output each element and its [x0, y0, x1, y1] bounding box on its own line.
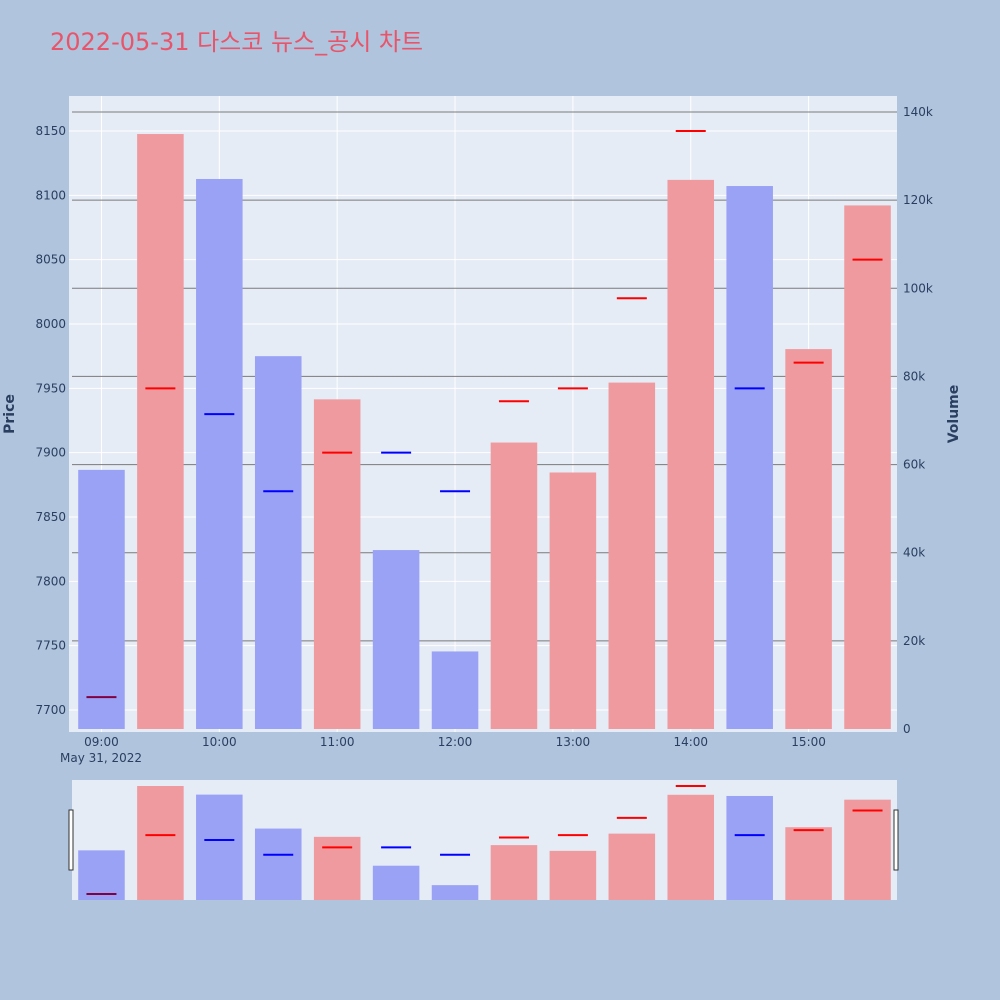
time-tick-label: 10:00	[202, 735, 237, 749]
volume-tick-label: 80k	[903, 369, 925, 383]
price-tick-label: 8150	[35, 124, 66, 138]
slider-volume-bar	[667, 794, 715, 900]
volume-bar	[372, 550, 420, 729]
volume-bar	[78, 469, 125, 729]
volume-bar	[431, 651, 479, 729]
slider-volume-bar	[490, 845, 538, 900]
volume-tick-label: 100k	[903, 281, 933, 295]
slider-volume-bar	[608, 833, 656, 900]
slider-volume-bar	[254, 828, 302, 900]
slider-volume-bar	[785, 827, 832, 900]
volume-tick-label: 140k	[903, 105, 933, 119]
time-tick-label: 12:00	[438, 735, 473, 749]
price-tick-label: 8000	[35, 317, 66, 331]
volume-tick-label: 120k	[903, 193, 933, 207]
range-slider-bars	[78, 786, 891, 900]
volume-bar	[726, 186, 773, 730]
price-tick-label: 8100	[35, 188, 66, 202]
price-tick-label: 7800	[35, 574, 66, 588]
volume-bar	[549, 472, 597, 729]
range-slider-background[interactable]	[72, 780, 897, 900]
price-tick-label: 7850	[35, 510, 66, 524]
volume-axis-title: Volume	[946, 385, 962, 444]
time-tick-label: 11:00	[320, 735, 355, 749]
price-axis-title: Price	[2, 394, 18, 434]
volume-tick-label: 60k	[903, 458, 925, 472]
range-slider-close-markers	[86, 785, 883, 895]
x-date-label: May 31, 2022	[60, 751, 142, 765]
price-tick-label: 7750	[35, 639, 66, 653]
price-tick-label: 7950	[35, 381, 66, 395]
volume-bar	[785, 349, 832, 729]
price-axis-ticks: 7700 7750 7800 7850 7900 7950 8000 8050 8100 8150	[35, 124, 66, 717]
range-slider-right-handle[interactable]	[893, 809, 899, 871]
slider-volume-bar	[431, 885, 479, 900]
volume-bar	[196, 178, 243, 729]
slider-volume-bar	[313, 836, 361, 900]
chart-title: 2022-05-31 다스코 뉴스_공시 차트	[50, 28, 423, 56]
slider-volume-bar	[549, 850, 597, 900]
time-tick-label: 15:00	[791, 735, 826, 749]
slider-volume-bar	[844, 799, 891, 900]
time-tick-label: 09:00	[84, 735, 119, 749]
slider-volume-bar	[78, 850, 125, 900]
slider-volume-bar	[372, 865, 420, 900]
price-tick-label: 8050	[35, 253, 66, 267]
volume-tick-label: 20k	[903, 634, 925, 648]
volume-bar	[844, 205, 891, 730]
volume-bar	[313, 399, 361, 729]
volume-tick-label: 0	[903, 722, 911, 736]
time-axis-ticks: 09:00 10:00 11:00 12:00 13:00 14:00 15:00	[84, 735, 826, 749]
price-tick-label: 7700	[35, 703, 66, 717]
volume-tick-label: 40k	[903, 546, 925, 560]
volume-bar	[137, 134, 184, 730]
time-tick-label: 14:00	[673, 735, 708, 749]
range-slider-left-handle[interactable]	[68, 809, 74, 871]
time-tick-label: 13:00	[556, 735, 591, 749]
slider-volume-bar	[137, 786, 184, 900]
volume-axis-ticks: 0 20k 40k 60k 80k 100k 120k 140k	[903, 105, 933, 736]
volume-bars	[78, 134, 891, 730]
volume-bar	[608, 382, 656, 729]
slider-volume-bar	[196, 794, 243, 900]
volume-bar	[667, 179, 715, 729]
slider-volume-bar	[726, 795, 773, 900]
price-tick-label: 7900	[35, 446, 66, 460]
close-price-markers	[86, 130, 883, 699]
volume-bar	[490, 442, 538, 729]
volume-bar	[254, 356, 302, 729]
